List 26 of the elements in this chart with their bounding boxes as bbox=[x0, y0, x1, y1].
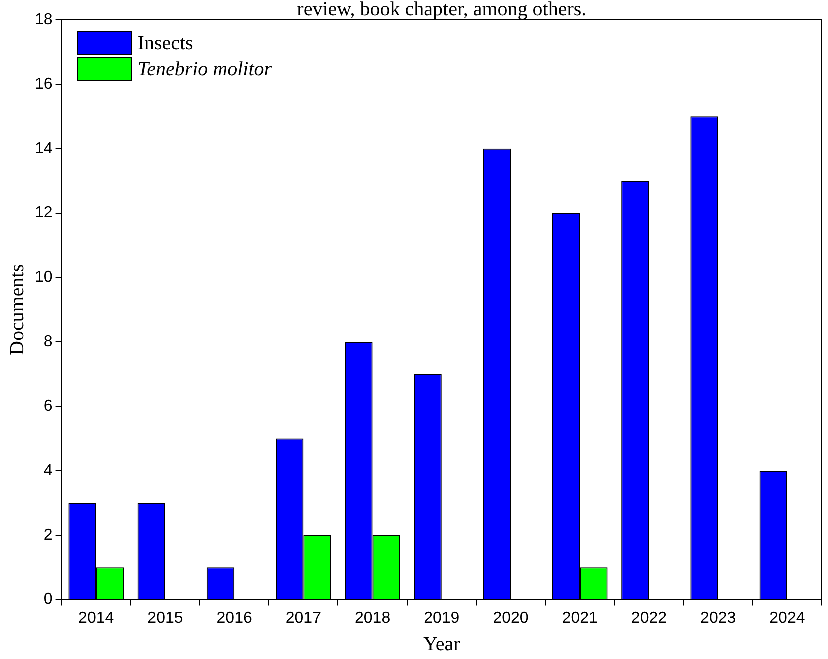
y-tick-label: 2 bbox=[44, 526, 53, 544]
y-tick-label: 18 bbox=[35, 11, 53, 28]
x-tick-label: 2015 bbox=[148, 610, 184, 627]
x-tick-label: 2018 bbox=[354, 610, 391, 627]
legend-label: Insects bbox=[138, 32, 194, 54]
x-tick-label: 2020 bbox=[493, 610, 529, 627]
y-tick-label: 16 bbox=[35, 76, 53, 93]
legend-label: Tenebrio molitor bbox=[138, 58, 272, 80]
x-axis-title: Year bbox=[423, 633, 461, 656]
annotation: review, book chapter, among others. bbox=[297, 0, 587, 20]
y-tick-label: 12 bbox=[35, 204, 53, 222]
x-tick-label: 2016 bbox=[216, 610, 252, 627]
y-axis-title: Documents bbox=[6, 264, 28, 356]
y-tick-label: 6 bbox=[44, 398, 53, 415]
x-tick-label: 2024 bbox=[770, 610, 806, 627]
y-tick-label: 4 bbox=[44, 462, 53, 480]
y-tick-label: 8 bbox=[44, 334, 53, 351]
x-tick-label: 2014 bbox=[78, 610, 114, 627]
y-tick-label: 0 bbox=[44, 591, 53, 608]
x-tick-label: 2022 bbox=[631, 610, 668, 627]
x-tick-label: 2017 bbox=[286, 610, 322, 627]
x-tick-label: 2019 bbox=[424, 610, 460, 627]
x-tick-label: 2021 bbox=[562, 610, 598, 627]
y-tick-label: 10 bbox=[35, 269, 53, 286]
x-tick-label: 2023 bbox=[700, 610, 736, 627]
y-tick-label: 14 bbox=[35, 140, 53, 158]
